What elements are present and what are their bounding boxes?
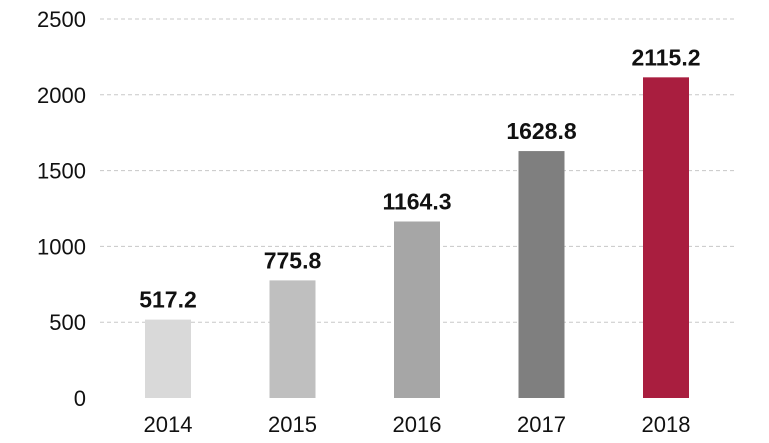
x-tick-label-2018: 2018 xyxy=(642,412,691,437)
bar-2017 xyxy=(518,151,565,398)
data-label-2015: 775.8 xyxy=(264,247,322,273)
y-tick-label-2000: 2000 xyxy=(37,83,86,108)
x-tick-label-2014: 2014 xyxy=(144,412,193,437)
data-labels: 517.2 775.8 1164.3 1628.8 2115.2 xyxy=(139,44,700,312)
y-tick-label-500: 500 xyxy=(49,310,86,335)
x-tick-label-2015: 2015 xyxy=(268,412,317,437)
data-label-2017: 1628.8 xyxy=(506,118,577,144)
x-tick-label-2016: 2016 xyxy=(393,412,442,437)
data-label-2014: 517.2 xyxy=(139,287,197,313)
y-tick-label-1500: 1500 xyxy=(37,159,86,184)
y-tick-label-2500: 2500 xyxy=(37,7,86,32)
y-tick-label-1000: 1000 xyxy=(37,234,86,259)
data-label-2018: 2115.2 xyxy=(631,44,700,70)
x-tick-label-2017: 2017 xyxy=(517,412,566,437)
bars xyxy=(145,77,689,398)
bar-2014 xyxy=(145,319,191,398)
data-label-2016: 1164.3 xyxy=(382,188,451,214)
bar-2015 xyxy=(269,280,316,398)
x-axis-tick-labels: 2014 2015 2016 2017 2018 xyxy=(144,412,691,437)
bar-2016 xyxy=(394,221,440,398)
bar-2018 xyxy=(643,77,689,398)
y-tick-label-0: 0 xyxy=(74,386,86,411)
y-axis-tick-labels: 0 500 1000 1500 2000 2500 xyxy=(37,7,86,411)
